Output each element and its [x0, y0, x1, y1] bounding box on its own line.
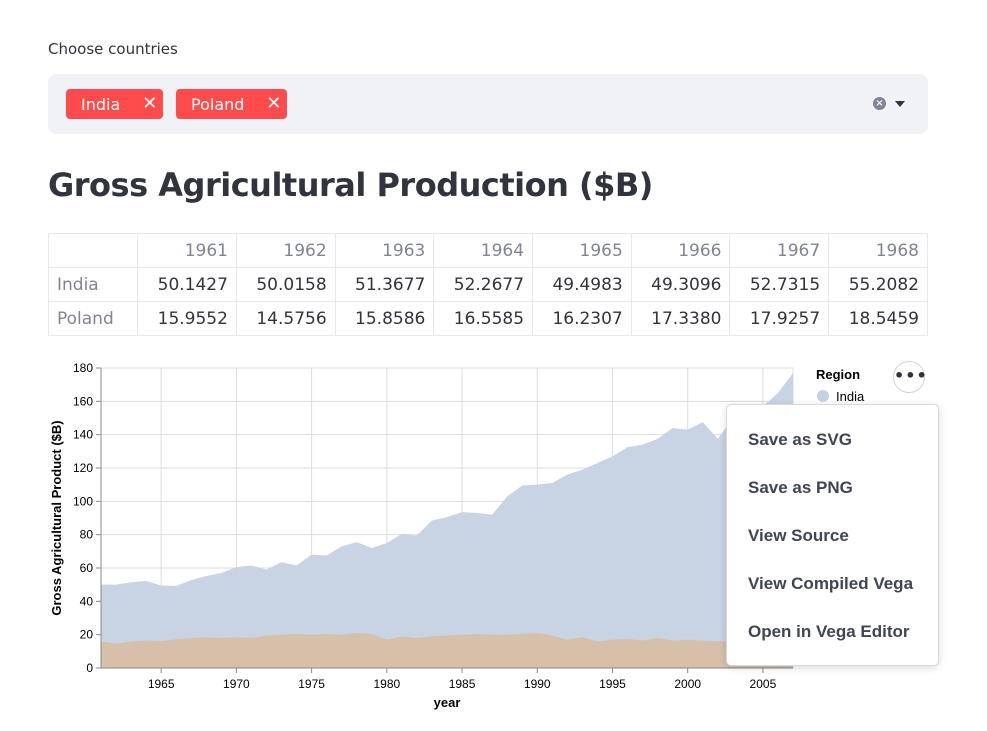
menu-item-view-source[interactable]: View Source: [748, 526, 849, 545]
legend-swatch: [817, 390, 829, 402]
x-tick-label: 1965: [148, 677, 175, 691]
y-tick-label: 120: [73, 461, 93, 475]
column-header[interactable]: 1965: [532, 233, 632, 268]
table-cell[interactable]: 51.3677: [334, 267, 435, 302]
y-tick-label: 80: [80, 528, 94, 542]
x-axis-title: year: [434, 695, 461, 710]
table-row: Poland 15.9552 14.5756 15.8586 16.5585 1…: [48, 301, 928, 336]
menu-item-view-compiled-vega[interactable]: View Compiled Vega: [748, 574, 914, 593]
table-cell[interactable]: 55.2082: [828, 267, 928, 302]
table-cell[interactable]: 50.0158: [235, 267, 336, 302]
y-tick-label: 20: [80, 628, 94, 642]
x-tick-label: 1975: [298, 677, 325, 691]
tag-label: India: [81, 94, 121, 114]
table-row: India 50.1427 50.0158 51.3677 52.2677 49…: [48, 267, 928, 302]
y-tick-label: 140: [73, 428, 93, 442]
multiselect-label: Choose countries: [48, 40, 178, 58]
row-header: India: [48, 267, 139, 302]
page-title: Gross Agricultural Production ($B): [48, 166, 653, 204]
table-cell[interactable]: 18.5459: [828, 301, 928, 336]
x-tick-label: 1970: [223, 677, 250, 691]
table-cell[interactable]: 52.2677: [433, 267, 534, 302]
table-cell[interactable]: 50.1427: [137, 267, 237, 302]
menu-item-open-vega-editor[interactable]: Open in Vega Editor: [748, 622, 910, 641]
tag-india: India ✕: [66, 89, 163, 119]
row-header: Poland: [48, 301, 139, 336]
column-header[interactable]: 1967: [729, 233, 830, 268]
table-cell[interactable]: 49.3096: [630, 267, 731, 302]
remove-tag-icon[interactable]: ✕: [266, 93, 282, 114]
menu-item-save-png[interactable]: Save as PNG: [748, 478, 853, 497]
column-header[interactable]: 1963: [334, 233, 435, 268]
y-tick-label: 180: [73, 361, 93, 375]
legend-label: India: [836, 389, 865, 404]
y-tick-label: 60: [80, 561, 94, 575]
x-tick-label: 1985: [449, 677, 476, 691]
area-poland: [101, 633, 793, 668]
x-tick-label: 1990: [524, 677, 551, 691]
country-multiselect[interactable]: India ✕ Poland ✕ ×: [48, 74, 928, 134]
clear-all-icon[interactable]: ×: [873, 97, 886, 110]
x-tick-label: 2005: [750, 677, 777, 691]
menu-item-save-svg[interactable]: Save as SVG: [748, 430, 852, 449]
area-india: [101, 373, 793, 668]
table-cell[interactable]: 15.9552: [137, 301, 237, 336]
table-cell[interactable]: 17.9257: [729, 301, 830, 336]
x-tick-label: 1995: [599, 677, 626, 691]
table-cell[interactable]: 17.3380: [630, 301, 731, 336]
column-header[interactable]: 1966: [630, 233, 731, 268]
table-cell[interactable]: 16.2307: [532, 301, 632, 336]
column-header[interactable]: 1962: [235, 233, 336, 268]
y-tick-label: 160: [73, 394, 93, 408]
more-actions-button[interactable]: •••: [893, 361, 927, 393]
remove-tag-icon[interactable]: ✕: [142, 93, 158, 114]
tag-poland: Poland ✕: [176, 89, 287, 119]
tag-label: Poland: [191, 94, 245, 114]
x-tick-label: 2000: [674, 677, 701, 691]
table-cell[interactable]: 52.7315: [729, 267, 830, 302]
y-tick-label: 100: [73, 494, 93, 508]
table-cell[interactable]: 15.8586: [334, 301, 435, 336]
chart-actions-menu: Save as SVG Save as PNG View Source View…: [726, 404, 939, 666]
y-tick-label: 40: [80, 594, 94, 608]
y-tick-label: 0: [86, 661, 93, 675]
column-header[interactable]: 1964: [433, 233, 534, 268]
corner-cell: [48, 233, 139, 268]
table-header-row: 1961 1962 1963 1964 1965 1966 1967 1968: [48, 233, 928, 268]
table-cell[interactable]: 16.5585: [433, 301, 534, 336]
column-header[interactable]: 1968: [828, 233, 928, 268]
legend-title: Region: [816, 367, 860, 382]
column-header[interactable]: 1961: [137, 233, 237, 268]
y-axis-title: Gross Agricultural Product ($B): [49, 420, 64, 615]
table-cell[interactable]: 14.5756: [235, 301, 336, 336]
data-table[interactable]: 1961 1962 1963 1964 1965 1966 1967 1968 …: [48, 233, 928, 340]
chevron-down-icon[interactable]: [895, 101, 905, 107]
x-tick-label: 1980: [373, 677, 400, 691]
table-cell[interactable]: 49.4983: [532, 267, 632, 302]
